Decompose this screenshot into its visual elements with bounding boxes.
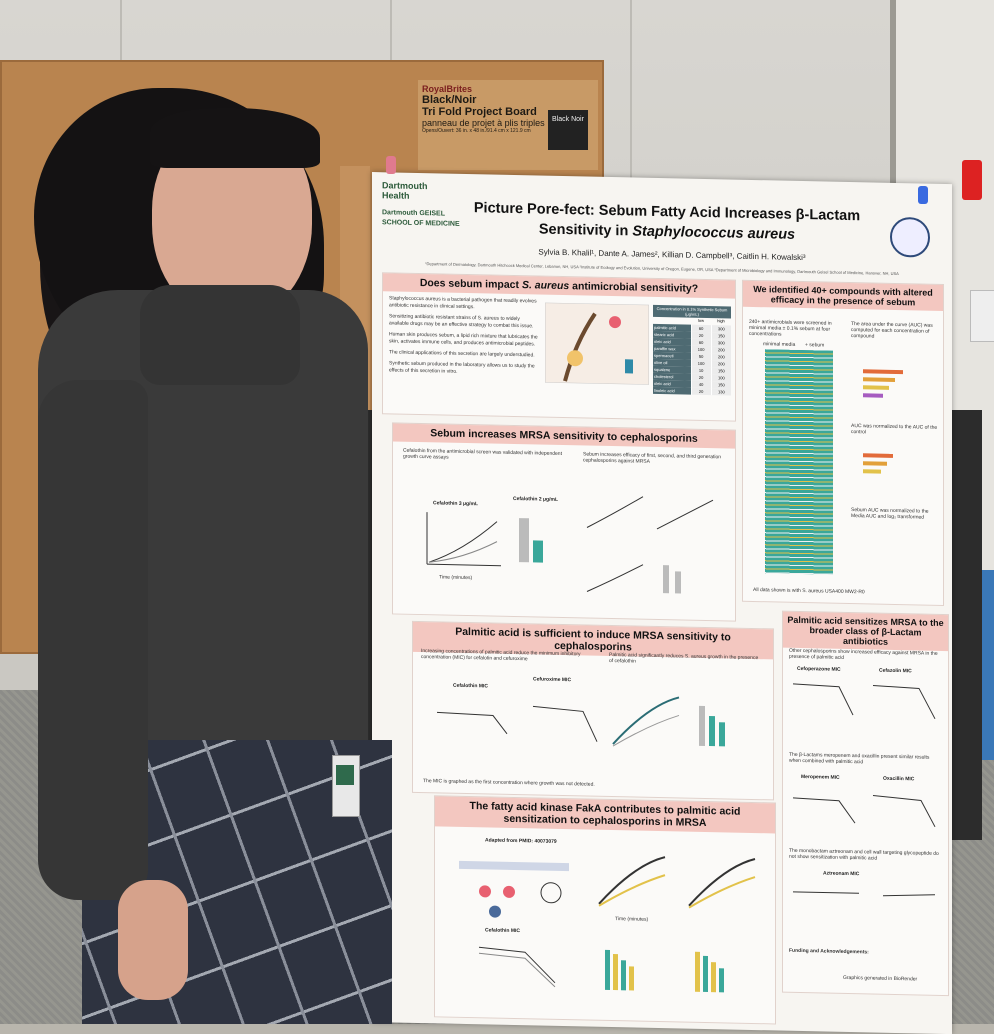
mic-charts: [436, 705, 598, 742]
box-line4: Opens/Ouvert: 36 in. x 48 in./91.4 cm x …: [422, 128, 531, 134]
normalized-bar-chart: [863, 453, 893, 474]
panel-blactam: Palmitic acid sensitizes MRSA to the bro…: [782, 610, 949, 997]
growth-curve-chart: [426, 512, 501, 567]
hand: [118, 880, 188, 1000]
wall-sign: [970, 290, 994, 342]
fatty-acid-pathway-diagram: [459, 860, 569, 918]
table-row: linoleic acid 20 130: [653, 386, 731, 396]
compounds-note1: 240+ antimicrobials were screened in min…: [749, 318, 832, 338]
turtleneck-collar: [140, 285, 300, 385]
panel-impact: Does sebum impact S. aureus antimicrobia…: [382, 272, 736, 422]
panel-blactam-head: Palmitic acid sensitizes MRSA to the bro…: [783, 611, 948, 652]
impact-p5: Synthetic sebum produced in the laborato…: [389, 360, 535, 375]
impact-p3: Human skin produces sebum, a lipid rich …: [389, 331, 538, 348]
mrsa-xlabel: Time (minutes): [439, 574, 473, 582]
research-poster: Dartmouth Health Dartmouth GEISEL SCHOOL…: [372, 172, 952, 1034]
head-a: Does sebum impact: [419, 277, 522, 292]
auc-bar-chart: [863, 369, 903, 398]
blactam-mic-charts-1: [792, 683, 936, 720]
table-cell: 20: [690, 387, 711, 396]
palmitic-chart1-title: Cefalothin MIC: [453, 682, 488, 690]
logo-dartmouth-health: Dartmouth Health: [382, 180, 428, 201]
heatmap-x1: minimal media: [763, 341, 796, 348]
title-line2-b: Staphylococcus aureus: [632, 223, 796, 243]
head-c: antimicrobial sensitivity?: [569, 280, 699, 295]
bangs: [150, 108, 320, 168]
table-body: low high palmitic acid 60 300 stearic acid 20 1…: [653, 317, 731, 396]
faka-adapted: Adapted from PMID: 40073079: [485, 837, 557, 845]
blactam-note2: The β-Lactams meropenem and oxacillin pr…: [789, 751, 930, 766]
palmitic-note2: Palmitic acid significantly reduces S. a…: [609, 651, 759, 665]
palmitic-chart2-title: Cefuroxime MIC: [533, 676, 572, 684]
compounds-footer: All data shown is with S. aureus USA400 …: [753, 586, 865, 596]
table-cell: linoleic acid: [653, 386, 691, 395]
arm: [38, 380, 148, 900]
skin-diagram: [545, 302, 649, 385]
compounds-note2: The area under the curve (AUC) was compu…: [851, 321, 933, 340]
box-line1: Black/Noir: [422, 94, 477, 106]
blactam-note1: Other cephalosporins show increased effi…: [789, 647, 938, 661]
table-cell: 130: [710, 388, 731, 396]
panel-mrsa: Sebum increases MRSA sensitivity to ceph…: [392, 422, 736, 622]
palmitic-growth-charts: [612, 696, 725, 747]
blactam-chart4-title: Oxacillin MIC: [883, 775, 915, 783]
compounds-note4: Sebum AUC was normalized to the Media AU…: [851, 507, 929, 521]
faka-growth-charts: [598, 856, 756, 909]
authors: Sylvia B. Khalil¹, Dante A. James², Kill…: [538, 247, 806, 263]
graphics-credit: Graphics generated in BioRender: [843, 974, 918, 983]
lab-seal-icon: [890, 216, 930, 258]
id-badge-logo: [336, 765, 354, 785]
faka-chart1-title: Cefalothin MIC: [485, 927, 520, 935]
head-b: S. aureus: [521, 279, 570, 293]
blactam-chart5-title: Aztreonam MIC: [823, 870, 860, 878]
blactam-mic-charts-3: [793, 891, 936, 897]
box-line2: Tri Fold Project Board: [422, 106, 537, 118]
heatmap-x2: + sebum: [805, 342, 825, 349]
panel-compounds-head: We identified 40+ compounds with altered…: [743, 280, 943, 311]
panel-faka: The fatty acid kinase FakA contributes t…: [434, 795, 776, 1025]
palmitic-note1: Increasing concentrations of palmitic ac…: [421, 648, 581, 663]
mrsa-chart1-title: Cefalothin 3 μg/mL: [433, 500, 479, 508]
logo-dartmouth-medicine: Dartmouth GEISEL SCHOOL OF MEDICINE: [382, 209, 460, 228]
sebum-table: Concentration in 0.1% Synthetic Sebum (μ…: [653, 304, 731, 396]
fire-alarm: [962, 160, 982, 200]
impact-p1: Staphylococcus aureus is a bacterial pat…: [389, 295, 537, 311]
blactam-chart2-title: Cefazolin MIC: [879, 667, 912, 675]
impact-text: Staphylococcus aureus is a bacterial pat…: [383, 291, 545, 385]
blactam-mic-charts-2: [792, 794, 936, 828]
poster-title: Picture Pore-fect: Sebum Fatty Acid Incr…: [452, 198, 882, 247]
mrsa-chart2-title: Cefalothin 2 μg/mL: [513, 495, 559, 503]
box-line3: panneau de projet à plis triples: [422, 118, 545, 128]
cephalosporin-charts: [586, 496, 714, 594]
panel-faka-head: The fatty acid kinase FakA contributes t…: [435, 796, 775, 834]
faka-xlabel: Time (minutes): [615, 916, 649, 923]
compounds-note3: AUC was normalized to the AUC of the con…: [851, 423, 938, 436]
panel-mrsa-head: Sebum increases MRSA sensitivity to ceph…: [393, 423, 735, 449]
title-line2-a: Sensitivity in: [538, 221, 633, 240]
panel-compounds: We identified 40+ compounds with altered…: [742, 279, 944, 606]
box-brand: RoyalBrites: [422, 84, 473, 94]
impact-p2: Sensitizing antibiotic resistant strains…: [389, 313, 534, 330]
box-tag: Black Noir: [548, 110, 588, 150]
binder-clip: [386, 156, 396, 174]
faka-bar-charts: [605, 949, 724, 993]
mrsa-note1: Cefalothin from the antimicrobial screen…: [403, 447, 562, 461]
impact-p4: The clinical applications of this secret…: [389, 349, 535, 359]
auc-bar-chart: [519, 518, 543, 563]
blactam-chart3-title: Meropenem MIC: [801, 773, 840, 781]
heatmap: [765, 349, 833, 575]
faka-mic-chart: [478, 946, 556, 988]
blactam-note3: The monobactam aztreonam and cell wall t…: [789, 847, 939, 862]
blactam-chart1-title: Cefoperazone MIC: [797, 665, 841, 673]
panel-palmitic: Palmitic acid is sufficient to induce MR…: [412, 620, 774, 801]
binder-clip: [918, 186, 928, 204]
mrsa-note2: Sebum increases efficacy of first, secon…: [583, 451, 722, 465]
palmitic-footer: The MIC is graphed as the first concentr…: [423, 778, 595, 788]
funding-label: Funding and Acknowledgements:: [789, 947, 869, 956]
